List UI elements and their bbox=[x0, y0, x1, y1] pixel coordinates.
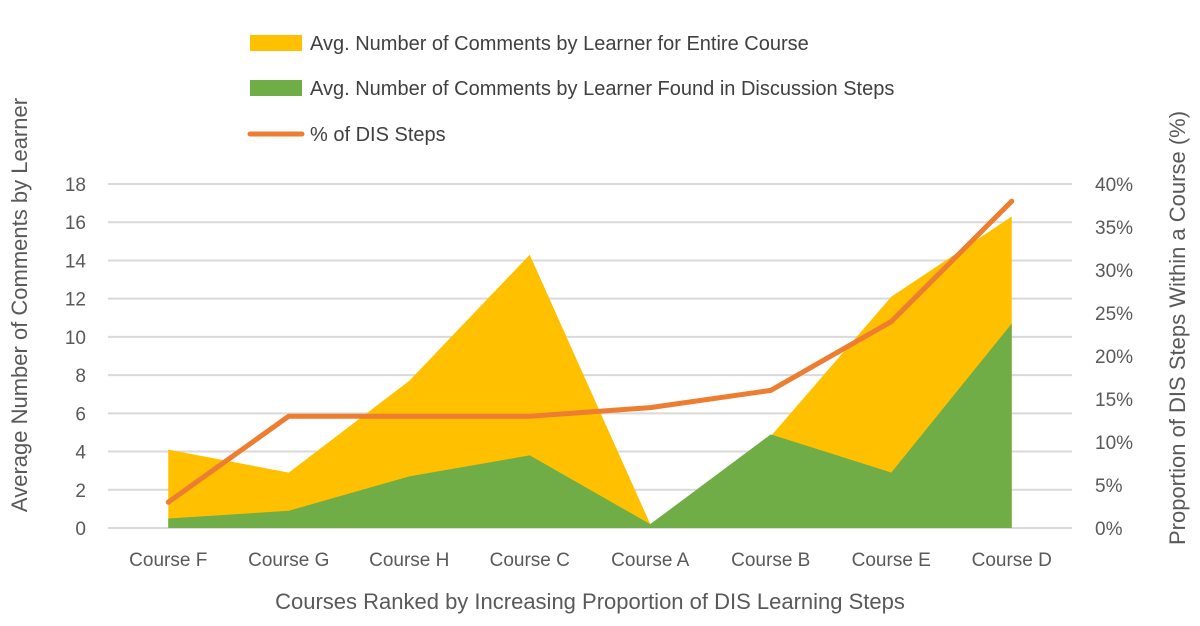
x-axis-ticks: Course F Course G Course H Course C Course A… bbox=[129, 550, 1052, 571]
x-tick-label: Course F bbox=[129, 550, 207, 571]
y2-tick-label: 20% bbox=[1095, 347, 1133, 368]
legend-label-dis-steps: % of DIS Steps bbox=[310, 124, 446, 146]
y-tick-label: 4 bbox=[75, 443, 86, 464]
y2-tick-label: 0% bbox=[1095, 519, 1123, 540]
x-tick-label: Course B bbox=[731, 550, 810, 571]
x-axis-title: Courses Ranked by Increasing Proportion … bbox=[275, 589, 905, 614]
line-series-dis-steps bbox=[165, 198, 1015, 505]
legend-label-discussion-steps: Avg. Number of Comments by Learner Found… bbox=[310, 78, 894, 100]
y-axis-title: Average Number of Comments by Learner bbox=[7, 98, 32, 512]
y2-tick-label: 40% bbox=[1095, 175, 1133, 196]
x-tick-label: Course D bbox=[972, 550, 1052, 571]
y-tick-label: 6 bbox=[75, 404, 86, 425]
line-series bbox=[165, 198, 1015, 505]
y2-tick-label: 25% bbox=[1095, 304, 1133, 325]
y-tick-label: 8 bbox=[75, 366, 86, 387]
x-tick-label: Course G bbox=[248, 550, 329, 571]
area-series-1 bbox=[168, 323, 1012, 528]
y2-tick-label: 10% bbox=[1095, 433, 1133, 454]
y-tick-label: 16 bbox=[65, 213, 86, 234]
y2-axis-title: Proportion of DIS Steps Within a Course … bbox=[1165, 111, 1190, 545]
y-tick-label: 18 bbox=[65, 175, 86, 196]
right-axis-ticks: 0% 5% 10% 15% 20% 25% 30% 35% 40% bbox=[1095, 175, 1133, 540]
y-tick-label: 2 bbox=[75, 481, 86, 502]
y-tick-label: 10 bbox=[65, 328, 86, 349]
legend-swatch-entire-course bbox=[250, 35, 302, 51]
area-series bbox=[168, 216, 1012, 528]
left-axis-ticks: 0 2 4 6 8 10 12 14 16 18 bbox=[65, 175, 87, 540]
legend-swatch-discussion-steps bbox=[250, 80, 302, 96]
y2-tick-label: 15% bbox=[1095, 390, 1133, 411]
x-tick-label: Course H bbox=[369, 550, 449, 571]
y2-tick-label: 30% bbox=[1095, 261, 1133, 282]
x-tick-label: Course E bbox=[852, 550, 931, 571]
x-tick-label: Course A bbox=[611, 550, 689, 571]
y-tick-label: 12 bbox=[65, 290, 86, 311]
y-tick-label: 14 bbox=[65, 251, 87, 272]
y-tick-label: 0 bbox=[75, 519, 86, 540]
legend: Avg. Number of Comments by Learner for E… bbox=[247, 33, 894, 146]
legend-label-entire-course: Avg. Number of Comments by Learner for E… bbox=[310, 33, 809, 55]
y2-tick-label: 5% bbox=[1095, 476, 1123, 497]
x-tick-label: Course C bbox=[490, 550, 570, 571]
y2-tick-label: 35% bbox=[1095, 218, 1133, 239]
